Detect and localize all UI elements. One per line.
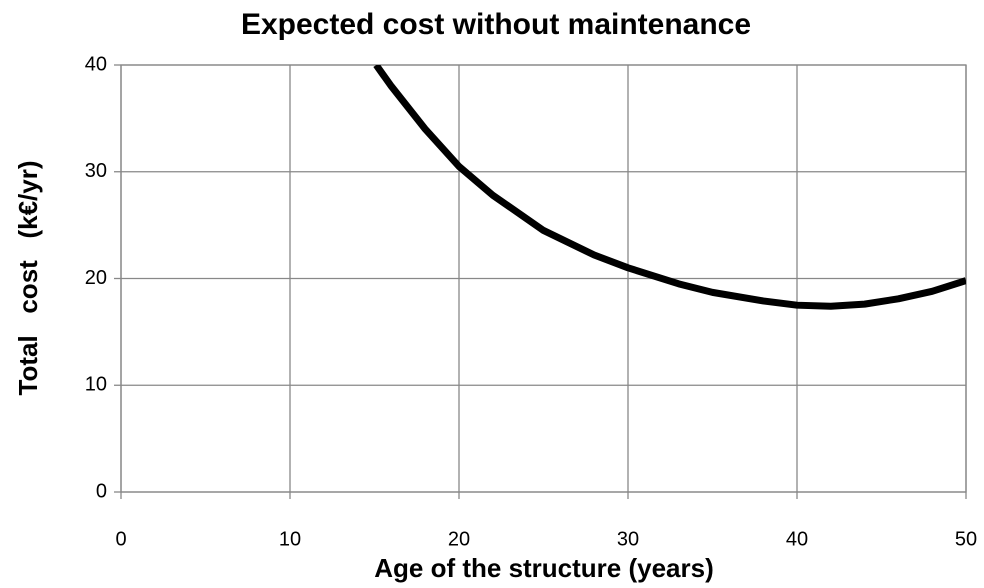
x-tick-label: 0	[115, 528, 126, 550]
x-tick-label: 30	[617, 528, 639, 550]
y-tick-label: 0	[96, 480, 107, 502]
plot-border	[120, 64, 967, 493]
chart-title: Expected cost without maintenance	[241, 8, 751, 41]
y-tick-label: 20	[85, 267, 107, 289]
x-tick-label: 10	[279, 528, 301, 550]
line	[373, 65, 966, 310]
x-axis-label: Age of the structure (years)	[374, 553, 714, 583]
y-tick-label: 40	[85, 53, 107, 75]
y-tick-label: 10	[85, 374, 107, 396]
x-tick-label: 40	[786, 528, 808, 550]
y-tick-label: 30	[85, 160, 107, 182]
x-tick-label: 20	[448, 528, 470, 550]
x-tick-label: 50	[955, 528, 977, 550]
y-axis-label: Total cost (k€/yr)	[13, 160, 43, 395]
